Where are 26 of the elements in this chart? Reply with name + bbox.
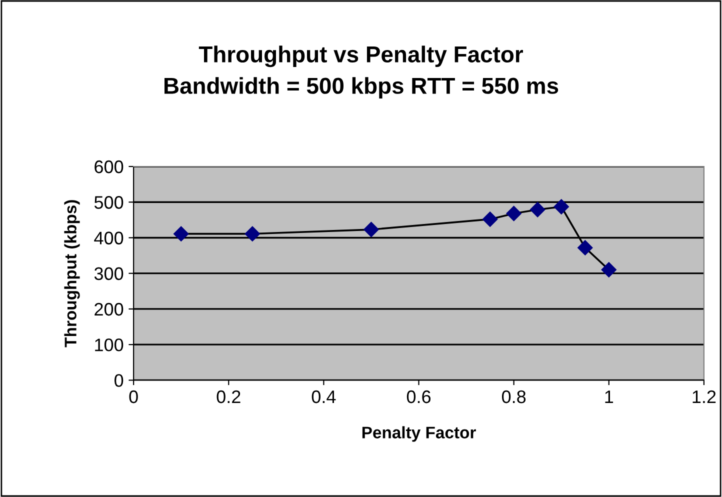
point <box>174 226 189 242</box>
y-tick-label: 400 <box>94 232 124 244</box>
x-tick-label: 0.2 <box>216 390 240 404</box>
point <box>364 222 379 238</box>
y-tick-label: 600 <box>94 160 124 174</box>
x-axis-title: Penalty Factor <box>362 426 476 442</box>
x-tick-label: 0.8 <box>502 390 526 404</box>
x-tick-label: 0 <box>129 390 138 404</box>
y-tick-label: 500 <box>94 196 124 209</box>
point <box>482 212 498 227</box>
point <box>578 240 593 256</box>
y-tick-label: 300 <box>94 267 124 280</box>
y-axis-title: Throughput (kbps) <box>64 200 80 348</box>
point <box>506 206 522 222</box>
chart-title: Throughput vs Penalty Factor Bandwidth = 500 kbps RTT = 550 ms <box>164 46 558 98</box>
y-tick-label: 200 <box>94 302 124 316</box>
point <box>601 262 616 278</box>
y-tick-label: 100 <box>95 338 124 352</box>
x-tick-label: 1.2 <box>692 390 716 404</box>
y-tick-label: 0 <box>114 374 124 387</box>
x-tick-label: 0.6 <box>406 390 431 404</box>
point <box>244 226 260 242</box>
x-tick-label: 1 <box>605 390 614 404</box>
x-tick-label: 0.4 <box>312 390 336 404</box>
point <box>530 202 546 218</box>
point <box>554 199 569 214</box>
